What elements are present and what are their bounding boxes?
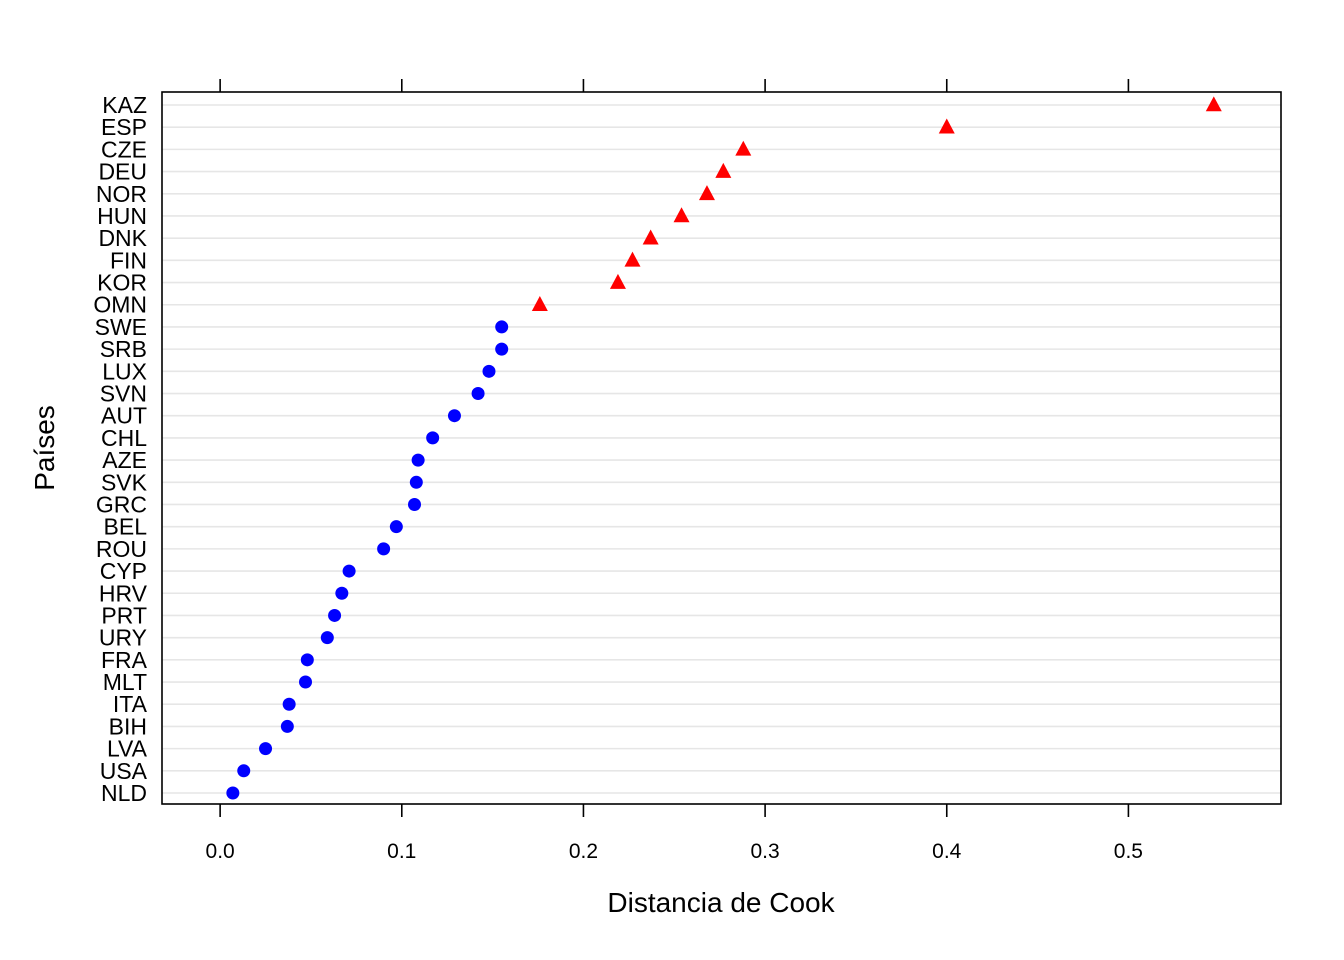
x-tick-label-2: 0.2 — [569, 840, 598, 863]
x-tick-label-4: 0.4 — [932, 840, 962, 863]
y-tick-label-rou: ROU — [96, 536, 147, 562]
y-tick-label-cze: CZE — [101, 136, 147, 162]
y-tick-label-nor: NOR — [96, 181, 147, 207]
y-tick-label-esp: ESP — [101, 114, 147, 140]
y-tick-label-srb: SRB — [100, 336, 147, 362]
y-tick-label-mlt: MLT — [103, 669, 147, 695]
point-swe — [495, 320, 509, 334]
point-lux — [482, 364, 496, 378]
y-tick-label-swe: SWE — [95, 314, 147, 340]
y-tick-label-deu: DEU — [98, 159, 147, 185]
y-tick-label-bih: BIH — [109, 713, 147, 739]
point-kor — [609, 273, 626, 289]
y-axis-title: Países — [29, 405, 60, 491]
point-mlt — [299, 675, 313, 689]
point-omn — [531, 296, 548, 312]
point-deu — [715, 162, 732, 178]
x-tick-label-5: 0.5 — [1114, 840, 1143, 863]
y-tick-label-aut: AUT — [101, 403, 147, 429]
y-tick-label-omn: OMN — [93, 292, 147, 318]
y-tick-label-dnk: DNK — [98, 225, 147, 251]
y-tick-label-prt: PRT — [101, 602, 147, 628]
point-fra — [300, 653, 314, 667]
point-nld — [226, 786, 240, 800]
y-tick-label-chl: CHL — [101, 425, 147, 451]
point-chl — [426, 431, 440, 445]
y-tick-label-ita: ITA — [113, 691, 148, 717]
point-hun — [673, 207, 690, 223]
x-tick-label-1: 0.1 — [387, 840, 416, 863]
y-tick-label-grc: GRC — [96, 491, 147, 517]
y-tick-label-svn: SVN — [100, 381, 147, 407]
point-dnk — [642, 229, 659, 245]
y-tick-label-ury: URY — [99, 625, 147, 651]
data-points — [226, 96, 1222, 800]
y-tick-label-kor: KOR — [97, 270, 147, 296]
y-tick-labels: NLDUSALVABIHITAMLTFRAURYPRTHRVCYPROUBELG… — [93, 92, 147, 806]
x-tick-label-3: 0.3 — [750, 840, 779, 863]
point-aze — [411, 453, 425, 467]
y-tick-label-hun: HUN — [97, 203, 147, 229]
point-aut — [447, 409, 461, 423]
point-ury — [320, 631, 334, 645]
y-tick-label-nld: NLD — [101, 780, 147, 806]
point-bel — [389, 520, 403, 534]
point-rou — [377, 542, 391, 556]
y-tick-label-lva: LVA — [107, 736, 148, 762]
point-ita — [282, 697, 296, 711]
y-tick-label-bel: BEL — [104, 514, 148, 540]
y-tick-label-fra: FRA — [101, 647, 148, 673]
y-tick-label-fin: FIN — [110, 247, 147, 273]
point-kaz — [1205, 96, 1222, 112]
y-tick-label-aze: AZE — [102, 447, 147, 473]
x-tick-label-0: 0.0 — [206, 840, 235, 863]
y-tick-label-lux: LUX — [102, 358, 147, 384]
point-lva — [259, 742, 273, 756]
gridlines — [162, 104, 1281, 794]
plot-frame — [161, 91, 1282, 805]
y-tick-label-kaz: KAZ — [102, 92, 147, 118]
y-tick-label-usa: USA — [100, 758, 148, 784]
y-tick-label-hrv: HRV — [99, 580, 148, 606]
y-tick-label-cyp: CYP — [100, 558, 147, 584]
point-grc — [408, 497, 422, 511]
point-esp — [938, 118, 955, 134]
point-cze — [735, 140, 752, 156]
point-srb — [495, 342, 509, 356]
point-nor — [698, 185, 715, 201]
point-bih — [280, 719, 294, 733]
x-axis-ticks: 0.0 0.1 0.2 0.3 0.4 0.5 — [206, 79, 1143, 863]
y-tick-label-svk: SVK — [101, 469, 148, 495]
point-prt — [328, 608, 342, 622]
point-fin — [624, 251, 641, 267]
point-svk — [409, 475, 423, 489]
point-svn — [471, 387, 485, 401]
point-cyp — [342, 564, 356, 578]
point-hrv — [335, 586, 349, 600]
point-usa — [237, 764, 251, 778]
x-axis-title: Distancia de Cook — [607, 887, 835, 918]
